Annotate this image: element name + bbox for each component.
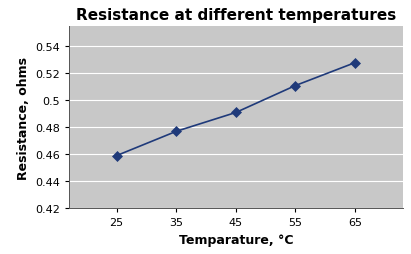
Title: Resistance at different temperatures: Resistance at different temperatures [76,8,396,23]
Y-axis label: Resistance, ohms: Resistance, ohms [16,56,30,179]
X-axis label: Temparature, °C: Temparature, °C [179,233,293,246]
